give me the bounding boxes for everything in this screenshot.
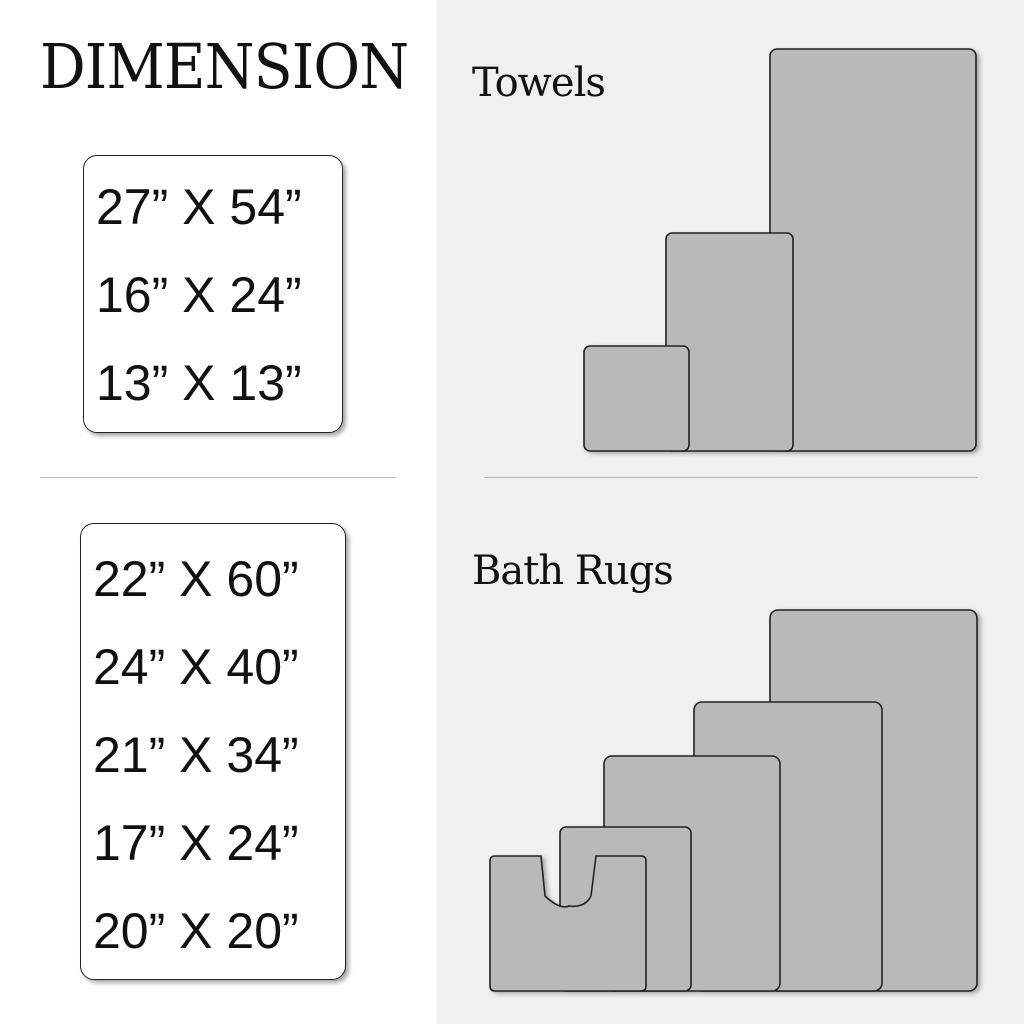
rug-size: 20” X 20” <box>93 903 299 959</box>
rug-size: 21” X 34” <box>93 727 299 783</box>
contour-rug-shape <box>489 855 647 992</box>
rug-size: 17” X 24” <box>93 815 299 871</box>
towel-shape-large <box>769 48 977 452</box>
towels-heading: Towels <box>472 60 606 106</box>
rug-sizes-box: 22” X 60” 24” X 40” 21” X 34” 17” X 24” … <box>80 523 346 980</box>
rug-size: 22” X 60” <box>93 551 299 607</box>
bath-rugs-heading: Bath Rugs <box>472 548 674 594</box>
left-divider <box>40 477 396 478</box>
towel-sizes-box: 27” X 54” 16” X 24” 13” X 13” <box>83 155 343 433</box>
towel-size: 27” X 54” <box>96 179 302 235</box>
towel-shape-small <box>583 345 690 452</box>
towel-size: 16” X 24” <box>96 267 302 323</box>
towel-size: 13” X 13” <box>96 355 302 411</box>
towel-shape-medium <box>665 232 794 452</box>
page-title: DIMENSION <box>40 30 409 103</box>
right-divider <box>484 477 978 478</box>
rug-size: 24” X 40” <box>93 639 299 695</box>
